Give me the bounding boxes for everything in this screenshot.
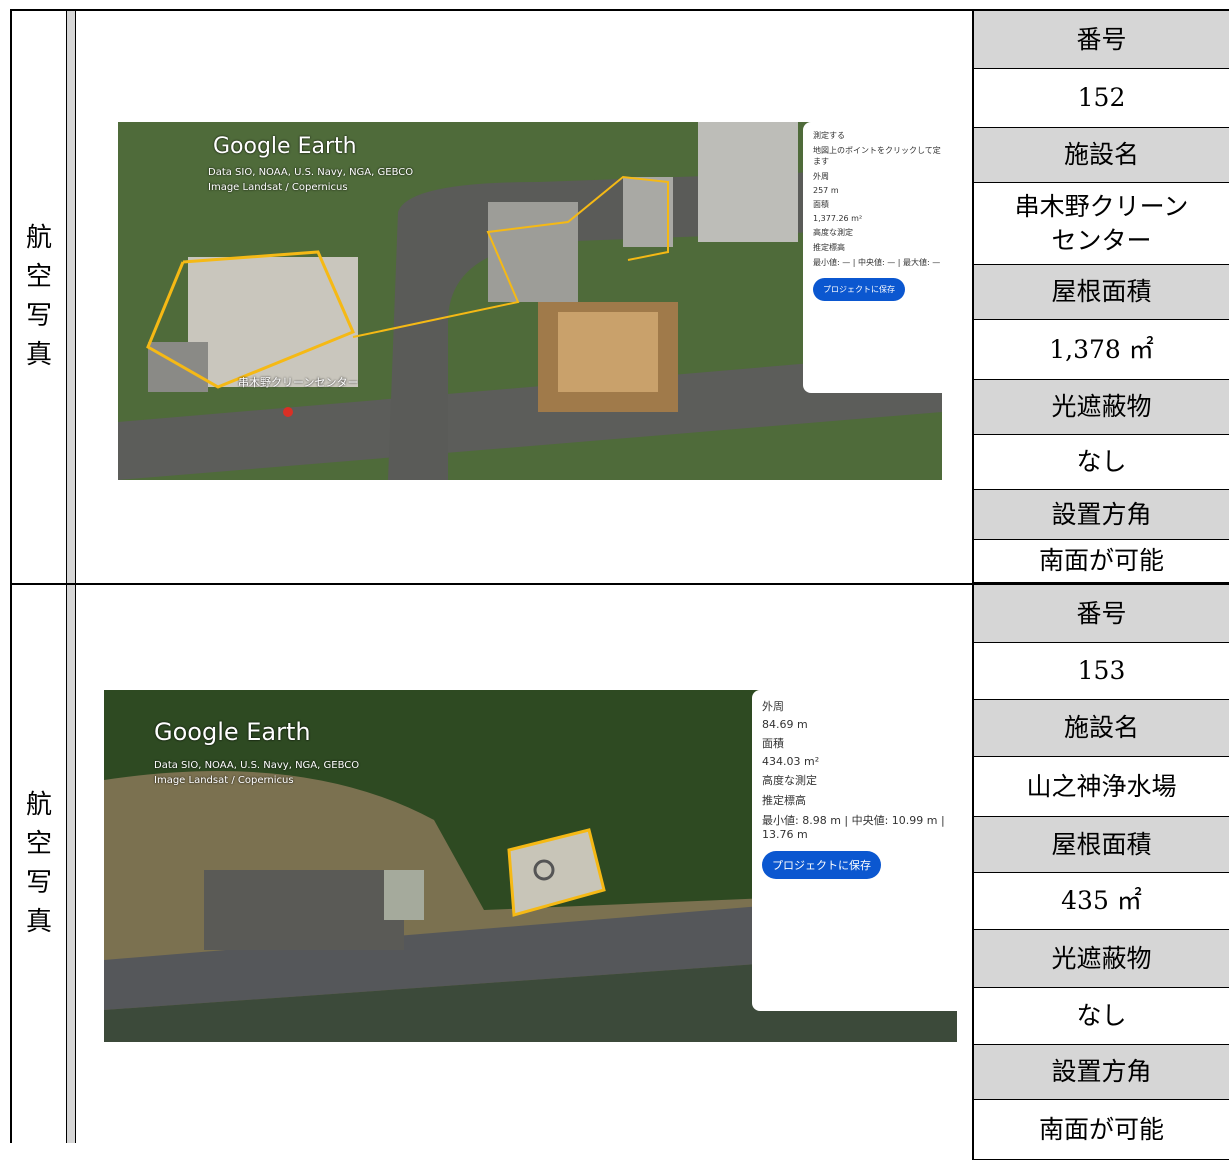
section-label-text: 航空写真	[25, 790, 52, 937]
image-detail	[118, 352, 942, 480]
field-label: 番号	[972, 583, 1229, 643]
measure-panel: 測定する地図上のポイントをクリックして定します外周 257 m 面積 1,377.26…	[803, 122, 942, 393]
image-detail	[558, 312, 658, 392]
credit: Data SIO, NOAA, U.S. Navy, NGA, GEBCO	[154, 760, 360, 771]
section-label: 航空写真	[10, 9, 66, 583]
image-detail	[698, 122, 798, 242]
panel-text: 地図上のポイントをクリックして定します	[813, 146, 942, 166]
field-label: 設置方角	[972, 1045, 1229, 1100]
field-value: 1,378 ㎡	[972, 320, 1229, 380]
aerial-photo: Google Earth Data SIO, NOAA, U.S. Navy, N…	[118, 122, 942, 480]
field-label: 屋根面積	[972, 265, 1229, 320]
panel-text: 最小値: 8.98 m | 中央値: 10.99 m | 13.76 m	[762, 814, 945, 841]
credit: Image Landsat / Copernicus	[208, 182, 348, 193]
panel-text: 推定標高	[813, 243, 845, 252]
image-detail	[533, 859, 555, 881]
divider-strip	[66, 583, 76, 1143]
image-detail	[146, 250, 355, 389]
panel-text: 推定標高	[762, 794, 806, 807]
panel-text: 最小値: — | 中央値: — | 最大値: —	[813, 258, 941, 267]
field-value: 山之神浄水場	[972, 757, 1229, 817]
watermark: Google Earth	[154, 718, 311, 746]
panel-text: 面積	[813, 200, 829, 209]
image-detail	[204, 870, 404, 950]
panel-text: 257 m	[813, 186, 839, 195]
panel-text: 84.69 m	[762, 718, 808, 731]
image-detail	[148, 342, 208, 392]
section-label: 航空写真	[10, 583, 66, 1143]
field-label: 光遮蔽物	[972, 380, 1229, 435]
image-detail	[488, 202, 578, 302]
panel-text: 434.03 m²	[762, 755, 820, 768]
measure-panel: 外周 84.69 m 面積 434.03 m² 高度な測定推定標高最小値: 8.98 m…	[752, 690, 957, 1011]
field-label: 施設名	[972, 700, 1229, 757]
image-detail	[104, 950, 957, 1042]
panel-text: 外周	[762, 700, 784, 713]
aerial-image	[118, 122, 942, 480]
field-label: 設置方角	[972, 490, 1229, 540]
field-label: 屋根面積	[972, 817, 1229, 873]
save-button[interactable]: プロジェクトに保存	[762, 851, 881, 879]
watermark: Google Earth	[213, 134, 357, 159]
photo-cell	[76, 9, 972, 583]
section-label-text: 航空写真	[25, 223, 52, 370]
field-label: 光遮蔽物	[972, 930, 1229, 988]
divider-strip	[66, 9, 76, 583]
place-label: 串木野クリーンセンター	[238, 376, 359, 389]
panel-text: 高度な測定	[762, 774, 817, 787]
aerial-photo: Google Earth Data SIO, NOAA, U.S. Navy, N…	[104, 690, 957, 1042]
image-detail	[104, 890, 957, 1010]
image-detail	[283, 407, 293, 417]
field-label: 施設名	[972, 128, 1229, 183]
panel-text: 高度な測定	[813, 228, 853, 237]
image-detail	[623, 177, 673, 247]
panel-text: 1,377.26 m²	[813, 214, 863, 223]
field-value: 435 ㎡	[972, 873, 1229, 930]
credit: Data SIO, NOAA, U.S. Navy, NGA, GEBCO	[208, 167, 414, 178]
photo-cell	[76, 583, 972, 1143]
field-label: 番号	[972, 9, 1229, 69]
image-detail	[384, 870, 424, 920]
credit: Image Landsat / Copernicus	[154, 775, 294, 786]
field-value: 152	[972, 69, 1229, 128]
field-value: なし	[972, 988, 1229, 1045]
field-value: 南面が可能	[972, 1100, 1229, 1160]
field-value: なし	[972, 435, 1229, 490]
image-detail	[352, 175, 669, 338]
panel-text: 面積	[762, 737, 784, 750]
save-button[interactable]: プロジェクトに保存	[813, 278, 905, 301]
field-value: 153	[972, 643, 1229, 700]
field-value: 串木野クリーンセンター	[972, 183, 1229, 265]
panel-text: 外周	[813, 172, 829, 181]
field-value: 南面が可能	[972, 540, 1229, 583]
image-detail	[507, 828, 606, 917]
image-detail	[188, 257, 358, 387]
panel-text: 測定する	[813, 131, 845, 140]
